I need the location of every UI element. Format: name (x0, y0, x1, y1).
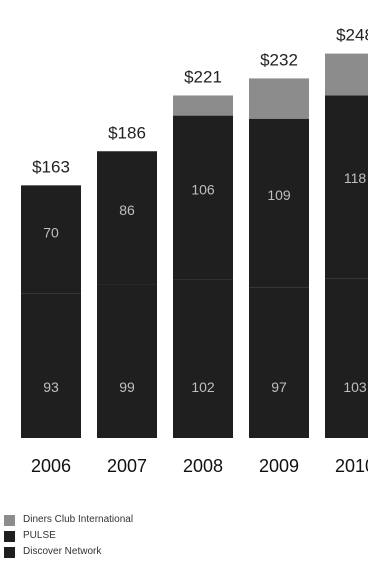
year-label-2008: 2008 (183, 456, 223, 476)
bar-diners-club-international-2009 (249, 78, 309, 119)
bar-diners-club-international-2008 (173, 95, 233, 116)
segment-label-discover-network-2010: 103 (343, 379, 367, 395)
stacked-bar-chart: 93 70 $163 2006 99 86 $186 2007 102 106 $221 2008 97… (21, 26, 368, 476)
bar-pulse-2007 (97, 151, 157, 285)
segment-label-pulse-2009: 109 (267, 187, 291, 203)
bar-discover-network-2007 (97, 284, 157, 438)
legend-label-diners-club: Diners Club International (23, 514, 134, 525)
total-label-2009: $232 (260, 50, 298, 69)
total-label-2007: $186 (108, 123, 146, 142)
segment-label-pulse-2010: 118 (344, 170, 367, 186)
year-label-2009: 2009 (259, 456, 299, 476)
legend-item-discover-network: Discover Network (4, 544, 264, 560)
bar-pulse-2006 (21, 185, 81, 294)
legend: Diners Club International PULSE Discover… (4, 512, 264, 560)
legend-swatch-pulse (4, 530, 15, 542)
segment-label-discover-network-2006: 93 (43, 379, 59, 395)
year-label-2010: 2010 (335, 456, 368, 476)
legend-item-diners-club: Diners Club International (4, 512, 264, 528)
bar-discover-network-2006 (21, 293, 81, 438)
bar-pulse-2009 (249, 118, 309, 288)
bar-discover-network-2008 (173, 279, 233, 438)
total-label-2008: $221 (184, 67, 222, 86)
labels-layer: 93 70 $163 2006 99 86 $186 2007 102 106 $221 2008 97… (31, 26, 368, 476)
legend-label-pulse: PULSE (23, 530, 56, 541)
year-label-2007: 2007 (107, 456, 147, 476)
bar-pulse-2008 (173, 115, 233, 280)
legend-swatch-diners-club (4, 514, 15, 526)
bar-discover-network-2010 (325, 278, 368, 438)
bar-pulse-2010 (325, 95, 368, 279)
total-label-2006: $163 (32, 157, 70, 176)
legend-item-pulse: PULSE (4, 528, 264, 544)
bar-discover-network-2009 (249, 287, 309, 438)
segment-label-discover-network-2007: 99 (119, 379, 135, 395)
segment-label-pulse-2006: 70 (43, 224, 59, 240)
segment-label-discover-network-2009: 97 (271, 379, 287, 395)
segment-label-pulse-2008: 106 (191, 181, 215, 197)
bar-diners-club-international-2010 (325, 53, 368, 96)
legend-swatch-discover-network (4, 546, 15, 558)
year-label-2006: 2006 (31, 456, 71, 476)
total-label-2010: $248 (336, 26, 368, 45)
segment-label-discover-network-2008: 102 (191, 379, 215, 395)
bars-layer (21, 53, 368, 438)
legend-label-discover-network: Discover Network (23, 546, 102, 557)
segment-label-pulse-2007: 86 (119, 202, 135, 218)
